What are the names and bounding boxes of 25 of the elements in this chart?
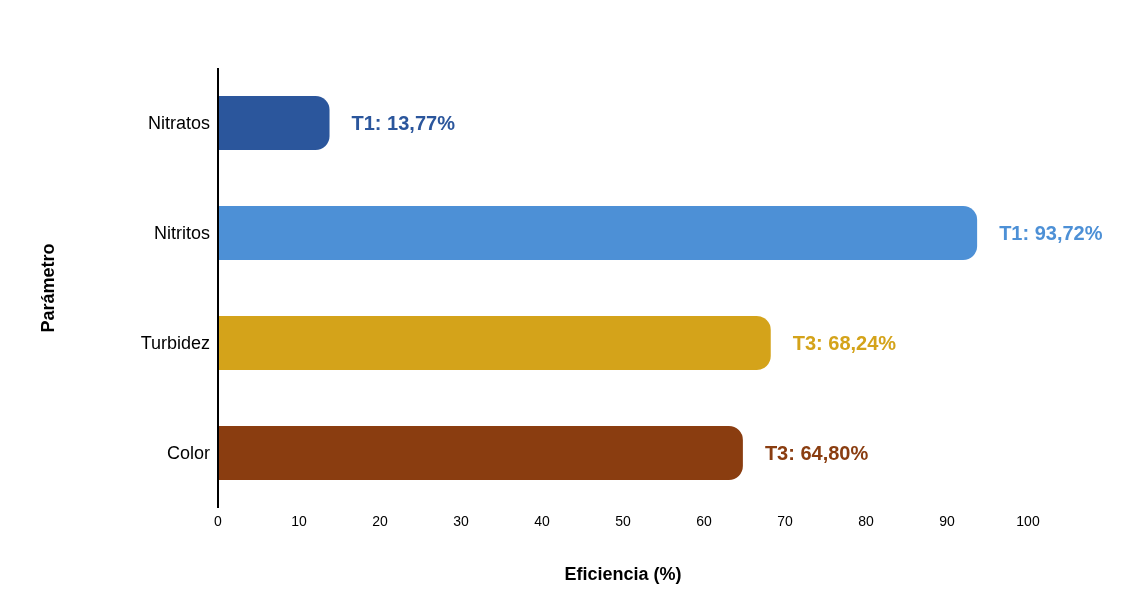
x-axis-title: Eficiencia (%) bbox=[564, 564, 682, 584]
x-tick-label: 70 bbox=[777, 512, 793, 529]
x-tick-label: 60 bbox=[696, 512, 712, 529]
bar bbox=[218, 426, 743, 480]
x-tick-label: 80 bbox=[858, 512, 874, 529]
x-tick-label: 30 bbox=[453, 512, 469, 529]
bar bbox=[218, 316, 771, 370]
data-label: T3: 64,80% bbox=[764, 442, 869, 464]
bar bbox=[218, 96, 330, 150]
bar bbox=[218, 206, 978, 260]
y-axis-title: Parámetro bbox=[38, 243, 59, 333]
y-tick-label: Nitritos bbox=[153, 223, 210, 244]
y-tick-label: Color bbox=[166, 443, 210, 464]
data-label: T3: 68,24% bbox=[792, 332, 897, 354]
x-tick-label: 50 bbox=[615, 512, 631, 529]
data-label: T1: 93,72% bbox=[999, 222, 1103, 244]
x-tick-label: 40 bbox=[534, 512, 550, 529]
x-tick-label: 90 bbox=[939, 512, 955, 529]
x-tick-label: 0 bbox=[214, 512, 223, 529]
y-tick-label: Turbidez bbox=[140, 333, 210, 354]
data-label: T1: 13,77% bbox=[351, 112, 456, 134]
x-tick-label: 100 bbox=[1016, 512, 1040, 529]
y-tick-label: Nitratos bbox=[147, 113, 210, 134]
x-tick-label: 20 bbox=[372, 512, 388, 529]
x-tick-label: 10 bbox=[291, 512, 307, 529]
